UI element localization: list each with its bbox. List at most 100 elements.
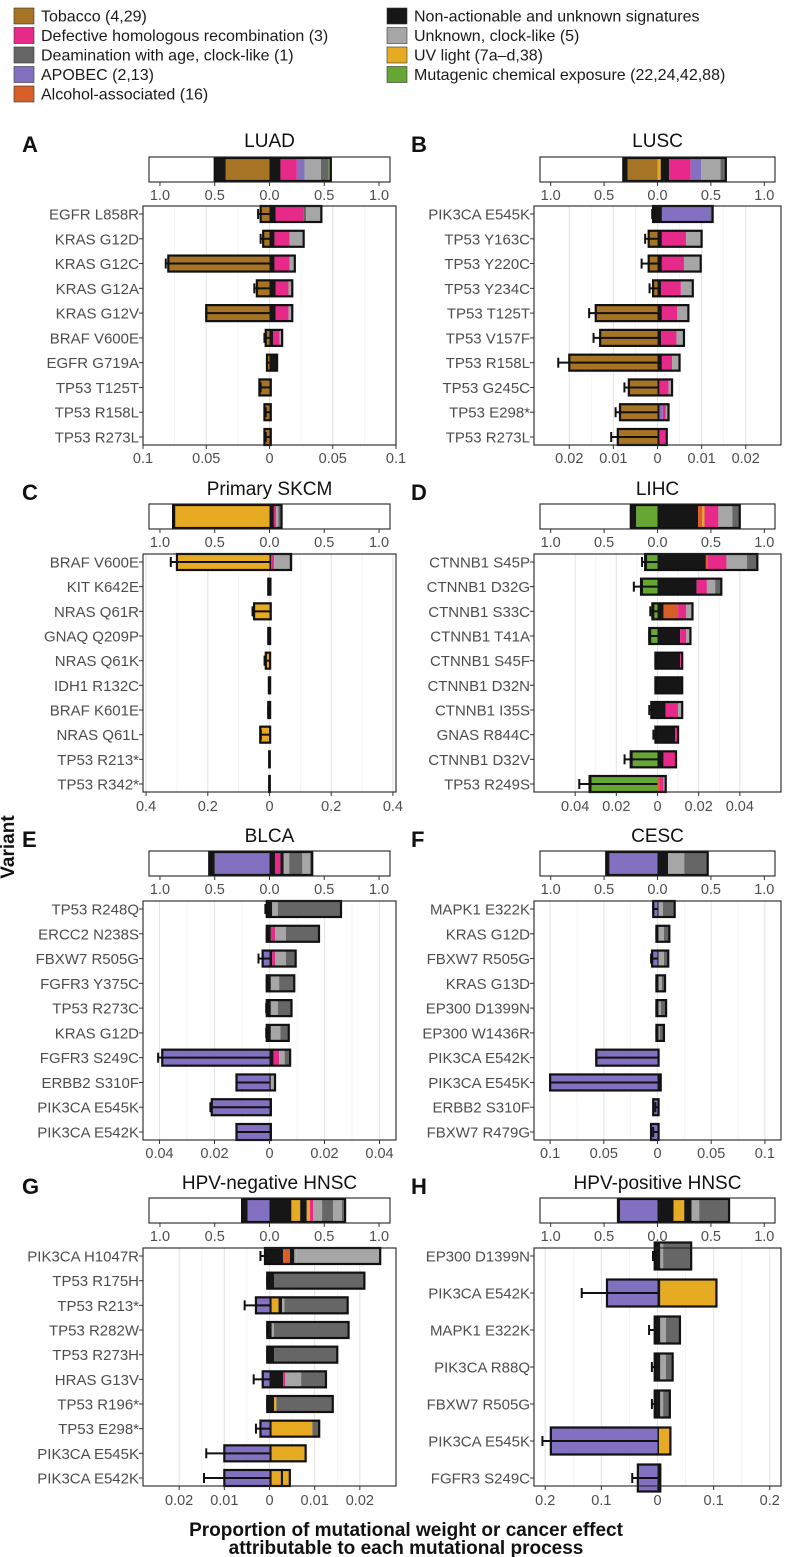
bar-pos-seg-2-unk5 <box>706 578 716 595</box>
summary-pos-seg-3-unk5 <box>304 158 321 181</box>
bar-row: CTNNB1 S45F <box>430 651 684 670</box>
panel-B: B LUSC 1.0 0.5 0.0 0.5 1.0 PIK3CA E545K TP53 Y16… <box>411 131 782 467</box>
bar-pos-seg-1-uv <box>274 1396 277 1412</box>
bar-outline <box>268 750 271 769</box>
bar-row: CTNNB1 S45P <box>429 552 759 572</box>
variant-label: MAPK1 E322K <box>430 1323 530 1340</box>
bar-row: EGFR G719A <box>46 353 279 372</box>
variant-label: ERCC2 N238S <box>38 926 139 943</box>
bar-pos-seg-1-hr <box>270 925 275 942</box>
bar-row: ERBB2 S310F <box>432 1098 660 1117</box>
bar-pos-seg-3-unk5 <box>294 1248 297 1264</box>
summary-pos-seg-0-nonact <box>657 1199 674 1222</box>
main-chart: CTNNB1 S45P CTNNB1 D32G CTNNB1 S33C CTNNB1 … <box>427 552 782 815</box>
summary-tick-label-3: 0.5 <box>701 535 721 551</box>
x-tick-label-3: 0.02 <box>310 1146 338 1162</box>
bar-row: MAPK1 E322K <box>430 1315 682 1345</box>
x-tick-label-3: 0.1 <box>704 1493 724 1509</box>
bar-pos-seg-0-nonact <box>269 206 276 222</box>
bar-pos-seg-0-nonact <box>657 329 662 346</box>
bar-pos-seg-3-uv <box>283 1470 290 1486</box>
panel-letter: E <box>22 827 37 852</box>
bar-row: PIK3CA E545K <box>37 1444 307 1463</box>
bar-pos-seg-1-unk5 <box>658 1000 661 1017</box>
bar-pos-seg-2-age <box>663 1242 692 1270</box>
bar-row: BRAF K601E <box>50 700 272 720</box>
legend-label-tobacco: Tobacco (4,29) <box>41 9 147 26</box>
panel-A: A LUAD 1.0 0.5 0.0 0.5 1.0 EGFR L858R KRAS G12D K… <box>22 131 406 467</box>
main-chart: PIK3CA E545K TP53 Y163C TP53 Y220C TP53 Y23… <box>428 204 782 467</box>
variant-label: TP53 T125T <box>56 380 139 397</box>
bar-pos-seg-0-nonact <box>657 280 662 297</box>
variant-label: EP300 D1399N <box>426 1249 530 1266</box>
panel-title: HPV-negative HNSC <box>182 1173 357 1194</box>
summary-pos-seg-5-age <box>732 505 740 528</box>
variant-label: TP53 R249S <box>444 777 530 794</box>
bar-pos-seg-0-nonact <box>657 255 662 272</box>
summary-pos-seg-1-uv <box>673 1199 685 1222</box>
bar-pos-seg-1-age <box>274 1272 365 1289</box>
summary-pos-seg-1-hr <box>273 505 277 528</box>
bar-pos-seg-4-age <box>747 554 758 570</box>
bar-pos-seg-1-hr <box>274 230 290 247</box>
bar-pos-seg-2-age <box>663 925 670 942</box>
summary-neg-seg-1-nonact <box>209 852 215 875</box>
variant-label: CTNNB1 S45P <box>429 555 530 572</box>
summary-pos-seg-4-age <box>699 1199 730 1222</box>
summary-tick-label-4: 1.0 <box>369 1229 389 1245</box>
bar-pos-seg-1-unk5 <box>660 1390 664 1418</box>
panel-letter: C <box>22 480 38 505</box>
bar-pos-seg-1-hr <box>661 305 678 322</box>
summary-tick-label-3: 0.5 <box>701 1229 721 1245</box>
variant-label: PIK3CA E542K <box>37 1471 139 1488</box>
bar-pos-seg-1-hr <box>665 702 679 718</box>
variant-label: KIT K642E <box>67 579 139 596</box>
summary-pos-seg-0-nonact <box>657 852 669 875</box>
summary-pos-seg-2-uv <box>702 505 705 528</box>
bar-pos-seg-1-unk5 <box>270 975 280 992</box>
summary-tick-label-4: 1.0 <box>754 188 774 204</box>
x-tick-label-3: 0.2 <box>321 799 341 815</box>
x-tick-label-0: 0.2 <box>535 1493 555 1509</box>
legend-label-alcohol: Alcohol-associated (16) <box>41 87 208 104</box>
bar-pos-seg-3-unk5 <box>686 603 693 620</box>
bar-pos-seg-2-unk5 <box>677 305 689 322</box>
legend-label-age: Deamination with age, clock-like (1) <box>41 48 294 65</box>
bar-pos-seg-0-nonact <box>657 1316 661 1344</box>
variant-label: FGFR3 S249C <box>431 1471 530 1488</box>
summary-neg-seg-0-apobec <box>214 852 270 875</box>
bar-pos-seg-0-nonact <box>657 1427 660 1455</box>
x-tick-label-4: 0.02 <box>732 451 760 467</box>
bar-outline <box>263 403 272 422</box>
variant-label: PIK3CA E545K <box>428 207 530 224</box>
bar-pos-seg-2-age <box>277 901 341 917</box>
bar-pos-seg-2-age <box>279 975 295 992</box>
bar-pos-seg-2-age <box>710 206 713 222</box>
bar-pos-seg-1-hr <box>661 280 681 297</box>
bar-pos-seg-0-nonact <box>269 1445 272 1462</box>
bar-pos-seg-1-unk5 <box>660 1353 666 1381</box>
bar-pos-seg-0-nonact <box>269 1074 271 1091</box>
summary-outline <box>622 156 727 183</box>
summary-tick-label-0: 1.0 <box>150 188 170 204</box>
bar-row: TP53 R158L <box>55 403 272 422</box>
bar-pos-seg-2-age <box>277 1000 292 1017</box>
x-tick-label-1: 0.01 <box>210 1493 238 1509</box>
x-tick-label-0: 0.04 <box>561 799 589 815</box>
summary-tick-label-3: 0.5 <box>314 1229 334 1245</box>
summary-pos-seg-3-hr <box>704 505 719 528</box>
bar-pos-seg-3-age <box>715 578 722 595</box>
summary-pos-seg-1-unk5 <box>668 852 685 875</box>
x-tick-label-2: 0 <box>265 1493 273 1509</box>
variant-label: PIK3CA E542K <box>428 1286 530 1303</box>
bar-pos-seg-0-nonact <box>657 554 706 570</box>
summary-tick-label-1: 0.5 <box>594 188 614 204</box>
variant-label: TP53 R273L <box>446 430 530 447</box>
bar-pos-seg-0-nonact <box>657 1390 661 1418</box>
summary-pos-seg-0-nonact <box>269 158 281 181</box>
summary-tick-label-2: 0.0 <box>259 1229 279 1245</box>
bar-pos-seg-2-unk5 <box>279 1049 285 1066</box>
variant-label: TP53 R175H <box>52 1273 139 1290</box>
bar-row: PIK3CA E542K <box>428 1278 718 1308</box>
